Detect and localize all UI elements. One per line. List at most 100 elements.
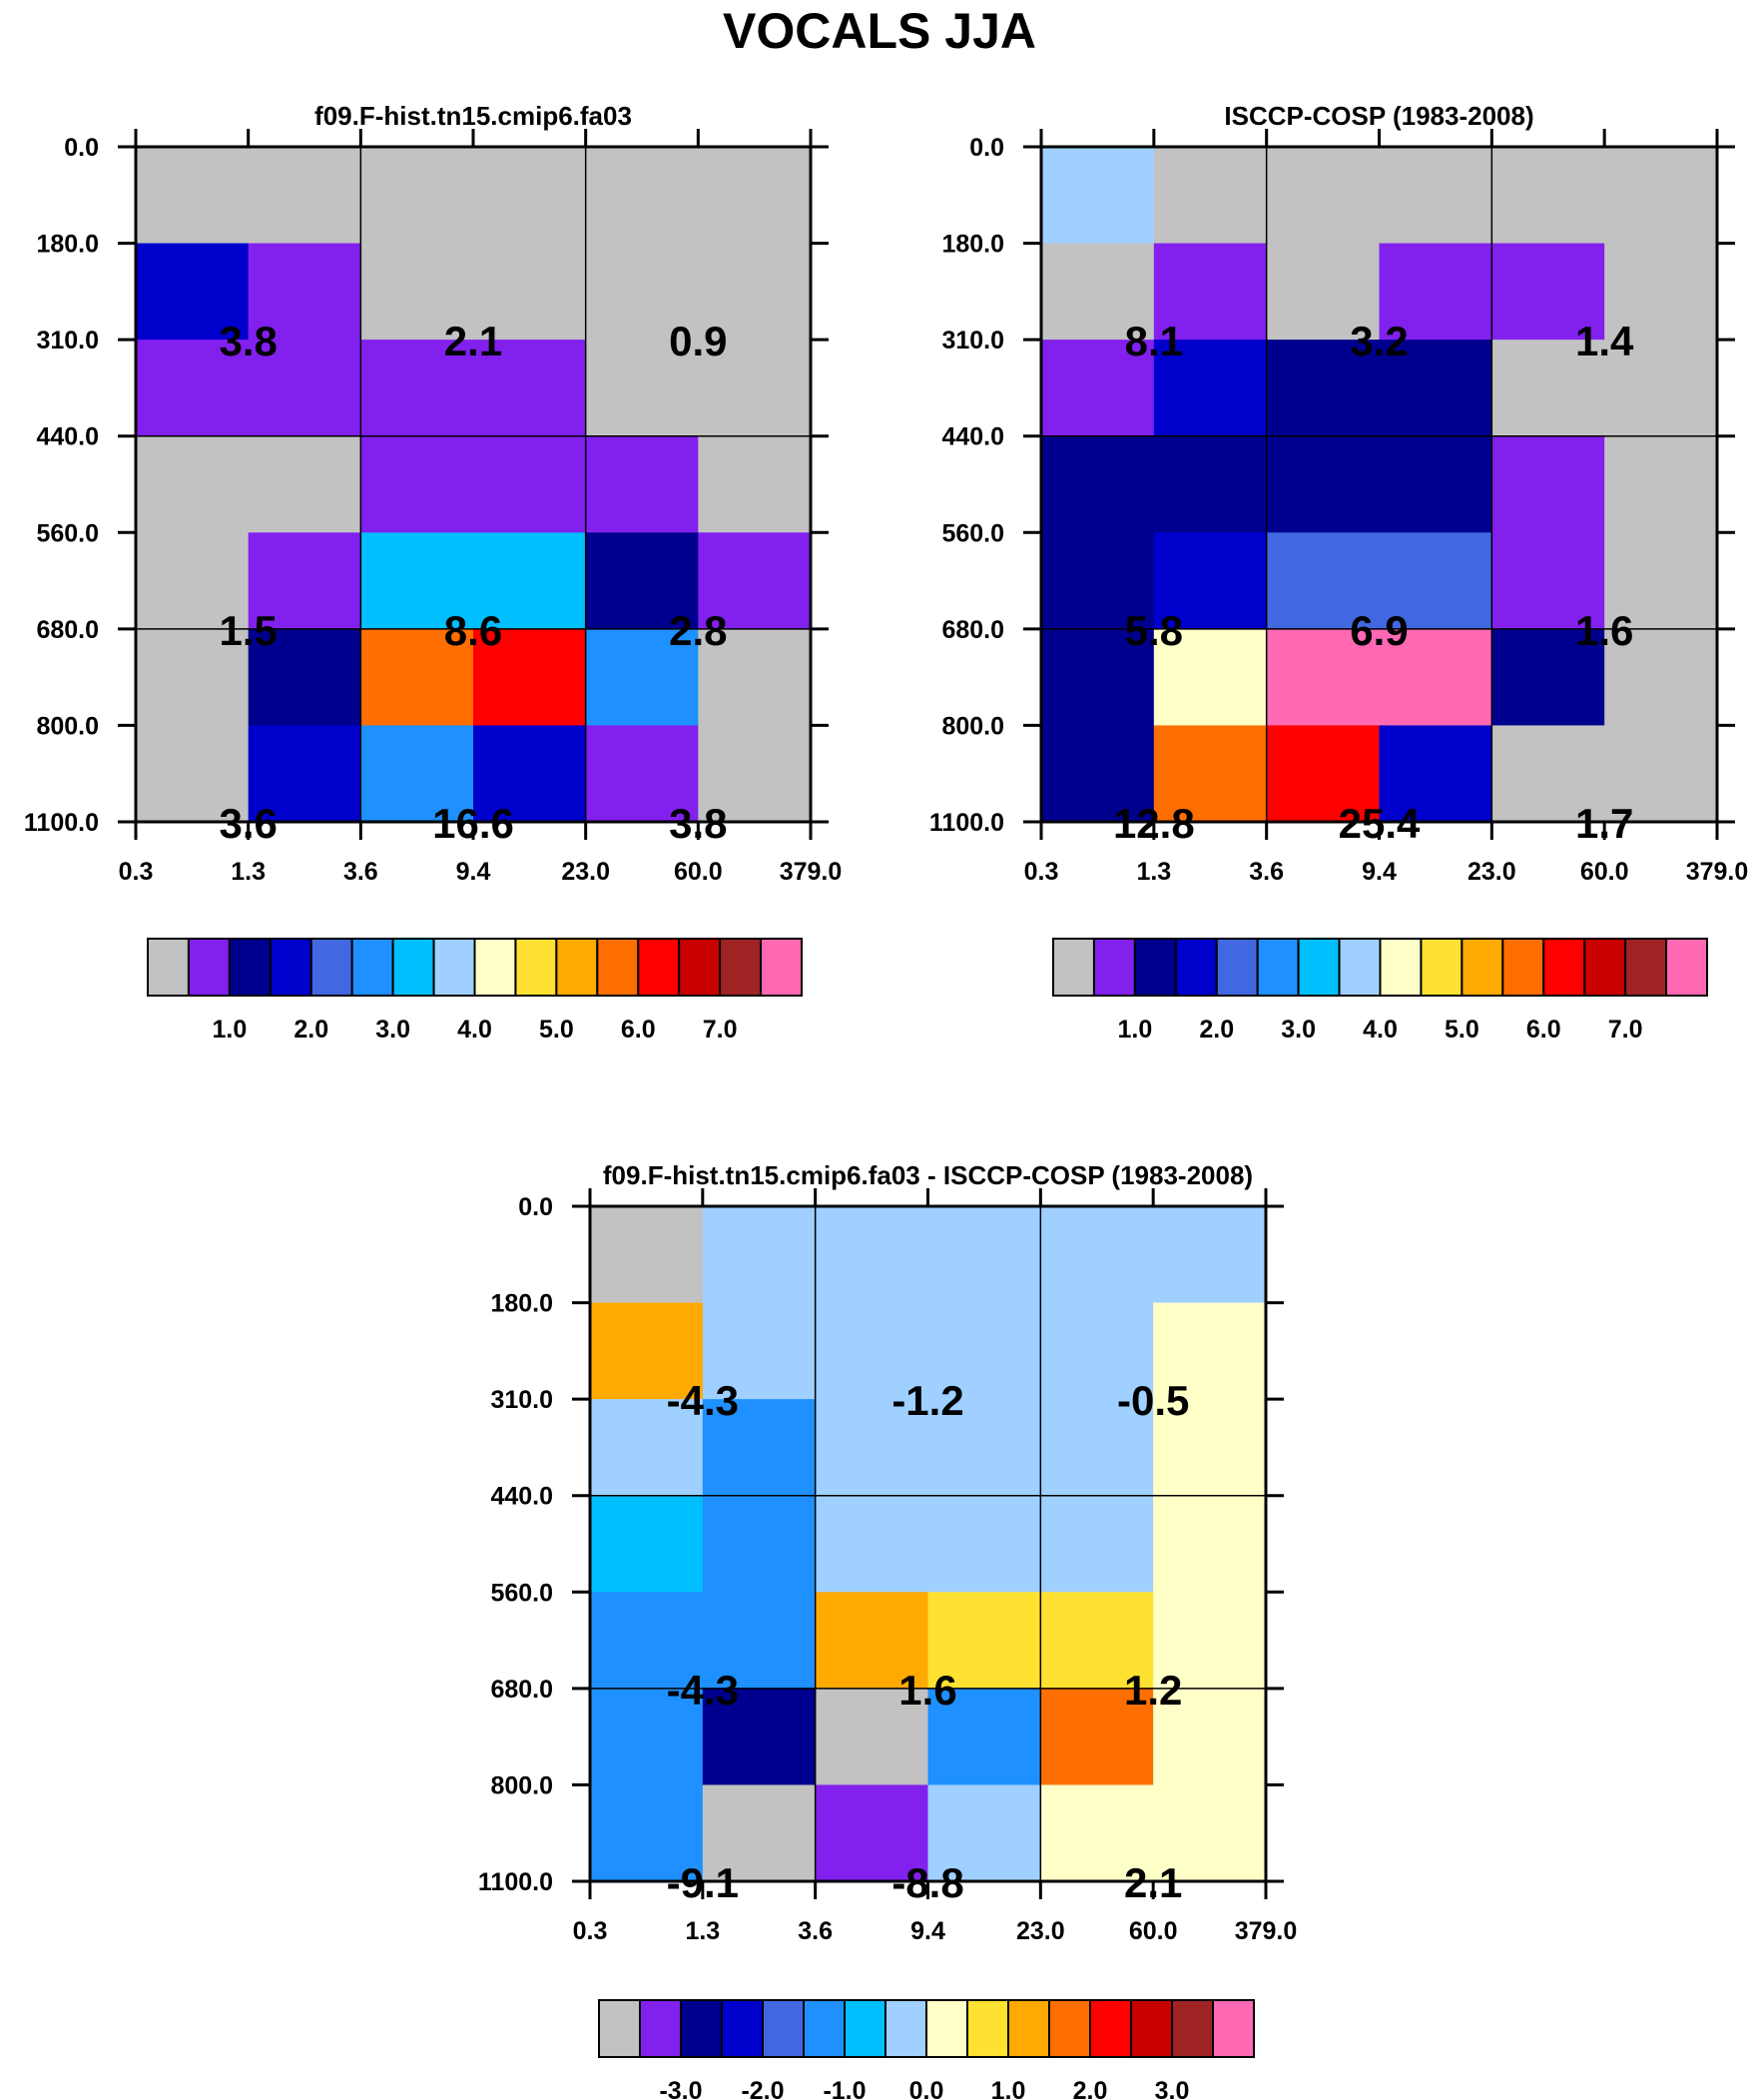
colorbar-box: [760, 938, 803, 997]
heatmap-cell: [1379, 628, 1492, 727]
colorbar-label: 1.0: [212, 1016, 247, 1044]
heatmap-cell: [360, 340, 474, 437]
colorbar-box: [721, 1999, 764, 2058]
data-label: 3.2: [1350, 318, 1408, 364]
y-tick-label: 180.0: [941, 231, 1004, 259]
x-tick-label: 9.4: [910, 1917, 945, 1945]
heatmap-cell: [1491, 435, 1605, 533]
heatmap-cell: [360, 435, 474, 533]
heatmap-cell: [815, 1206, 929, 1304]
colorbar-box: [1089, 1999, 1132, 2058]
heatmap-cell: [248, 243, 361, 341]
heatmap-cell: [815, 1399, 929, 1497]
heatmap-cell: [815, 1688, 929, 1786]
colorbar: 1.0 2.0 3.0 4.0 5.0 6.0 7.0: [1052, 938, 1708, 1044]
heatmap-cell: [698, 435, 812, 533]
heatmap-cell: [702, 1592, 817, 1690]
heatmap-cell: [1041, 725, 1155, 823]
heatmap-cell: [698, 147, 812, 245]
y-axis: 0.0 180.0 310.0 440.0 560.0 680.0 800.0 1100.0: [24, 134, 829, 837]
heatmap-cell: [136, 435, 250, 533]
heatmap-cell: [1491, 147, 1605, 245]
heatmap-cell: [1041, 147, 1155, 245]
heatmap-cell: [702, 1688, 817, 1786]
x-tick-label: 1.3: [1136, 858, 1171, 886]
heatmap-cell: [590, 1688, 704, 1786]
heatmap-cell: [1491, 340, 1605, 437]
data-label: 12.8: [1113, 800, 1195, 847]
colorbar-box: [1338, 938, 1382, 997]
heatmap-cell: [1153, 1592, 1267, 1690]
y-tick-label: 0.0: [64, 134, 99, 162]
heatmap-cell: [1379, 532, 1492, 630]
heatmap-cell: [1491, 725, 1605, 823]
colorbar-label: -1.0: [823, 2077, 866, 2100]
heatmap-cell: [585, 435, 699, 533]
heatmap-cell: [585, 243, 699, 341]
x-tick-label: 9.4: [1362, 858, 1397, 886]
heatmap-cell: [698, 628, 812, 727]
colorbar-box: [309, 938, 353, 997]
colorbar-box: [555, 938, 599, 997]
data-label: 6.9: [1350, 607, 1408, 654]
colorbar-box: [1052, 938, 1095, 997]
colorbar-box: [1048, 1999, 1091, 2058]
heatmap-cell: [1266, 435, 1381, 533]
heatmap-cells: [590, 1206, 1267, 1882]
heatmap-cell: [360, 628, 474, 727]
colorbar-box: [473, 938, 517, 997]
colorbar-box: [1297, 938, 1341, 997]
x-tick-label: 23.0: [1467, 858, 1516, 886]
data-label: 2.1: [1124, 1859, 1182, 1906]
colorbar-box: [1420, 938, 1464, 997]
heatmap-cell: [585, 532, 699, 630]
data-label: 3.6: [219, 800, 277, 847]
data-label: 2.8: [669, 607, 727, 654]
heatmap-cell: [248, 147, 361, 245]
grid-lines: [136, 147, 811, 822]
heatmap-cell: [1040, 1399, 1154, 1497]
data-label: 25.4: [1339, 800, 1421, 847]
data-label: 8.1: [1125, 318, 1183, 364]
heatmap-cell: [585, 340, 699, 437]
heatmap-cell: [136, 532, 250, 630]
x-tick-label: 1.3: [231, 858, 266, 886]
heatmap-cell: [1153, 340, 1268, 437]
colorbar-box: [1379, 938, 1423, 997]
heatmap-cell: [1153, 435, 1268, 533]
heatmap-cell: [590, 1784, 704, 1882]
heatmap-cell: [1153, 1688, 1267, 1786]
heatmap-cell: [1153, 1399, 1267, 1497]
colorbar-box: [678, 938, 722, 997]
heatmap-cell: [702, 1399, 817, 1497]
heatmap-cell: [1153, 725, 1268, 823]
colorbar-box: [844, 1999, 886, 2058]
heatmap-cell: [1153, 1302, 1267, 1400]
heatmap-cell: [473, 435, 587, 533]
heatmap-cell: [585, 725, 699, 823]
heatmap-cell: [1266, 628, 1381, 727]
colorbar-box: [637, 938, 681, 997]
y-tick-label: 310.0: [36, 327, 99, 354]
x-tick-label: 0.3: [119, 858, 154, 886]
heatmap-cell: [1040, 1495, 1154, 1593]
heatmap-cell: [815, 1302, 929, 1400]
panel-model: f09.F-hist.tn15.cmip6.fa03 0.0 180.0 310.0 4…: [24, 101, 842, 1044]
colorbar-box: [639, 1999, 682, 2058]
heatmap-cell: [1153, 628, 1268, 727]
x-tick-label: 0.3: [573, 1917, 608, 1945]
y-tick-label: 800.0: [490, 1771, 553, 1799]
colorbar-label: -3.0: [659, 2077, 702, 2100]
heatmap-cell: [1040, 1206, 1154, 1304]
heatmap-cell: [927, 1784, 1041, 1882]
heatmap-cell: [1153, 532, 1268, 630]
data-label: 16.6: [432, 800, 514, 847]
heatmap-cell: [136, 147, 250, 245]
heatmap-cell: [360, 147, 474, 245]
y-tick-label: 440.0: [36, 423, 99, 451]
heatmap-cell: [815, 1592, 929, 1690]
y-tick-label: 180.0: [36, 231, 99, 259]
colorbar-box: [187, 938, 231, 997]
data-label: 8.6: [444, 607, 502, 654]
x-axis: 0.3 1.3 3.6 9.4 23.0 60.0 379.0: [573, 1188, 1297, 1945]
